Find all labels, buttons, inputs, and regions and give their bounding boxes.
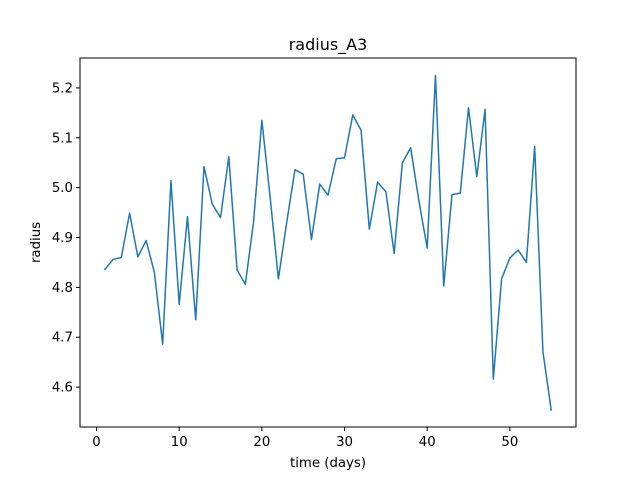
y-tick-label: 5.2: [52, 81, 73, 96]
series-line: [103, 74, 553, 411]
y-tick-label: 4.9: [52, 231, 73, 246]
y-tick-label: 5.1: [52, 131, 73, 146]
y-tick-label: 4.6: [52, 381, 73, 396]
plot-area: 0 10 20 30 40 50 4.6 4.7 4.8 4.9 5.0 5.1 5.2: [52, 74, 553, 450]
x-tick-label: 0: [92, 435, 100, 450]
y-tick-label: 4.7: [52, 331, 73, 346]
y-tick-label: 5.0: [52, 181, 73, 196]
x-tick-label: 40: [419, 435, 436, 450]
chart-title: radius_A3: [289, 35, 368, 55]
plot-frame: [79, 57, 577, 428]
x-tick-label: 50: [501, 435, 518, 450]
x-tick-label: 10: [171, 435, 188, 450]
x-tick-label: 30: [336, 435, 353, 450]
x-axis-label: time (days): [290, 456, 366, 471]
y-tick-label: 4.8: [52, 281, 73, 296]
y-axis-label: radius: [29, 222, 44, 263]
x-tick-label: 20: [253, 435, 270, 450]
